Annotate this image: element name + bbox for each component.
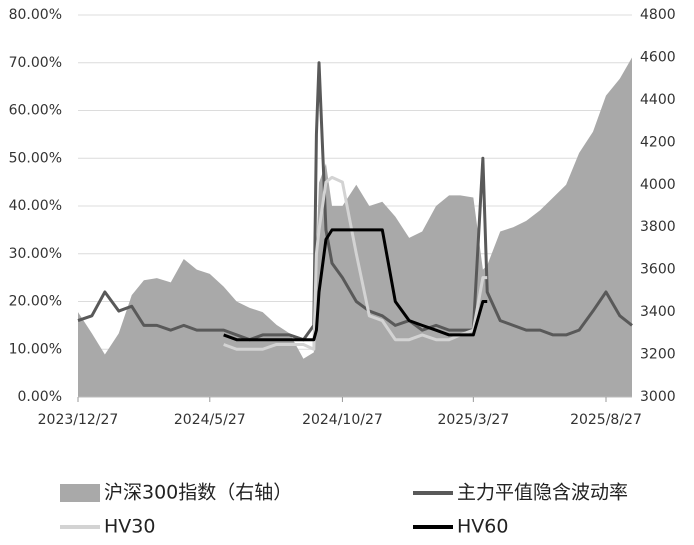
y2-tick-label: 3000 [640,389,676,405]
legend-label: HV60 [457,516,508,538]
y2-tick-label: 3200 [640,347,676,363]
line [77,61,633,342]
y-tick-label: 20.00% [9,294,62,310]
y2-tick-label: 3600 [640,262,676,278]
y-tick-label: 60.00% [9,103,62,119]
y2-tick-label: 3400 [640,304,676,320]
y2-tick-label: 4600 [640,49,676,65]
x-tick-label: 2025/3/27 [437,412,509,428]
y-tick-label: 10.00% [9,341,62,357]
y2-tick-label: 4400 [640,92,676,108]
y-tick-label: 30.00% [9,246,62,262]
x-tick-label: 2024/5/27 [174,412,246,428]
y2-tick-label: 4800 [640,7,676,23]
area [78,57,632,397]
legend-label: 沪深300指数（右轴） [104,482,292,504]
legend-swatch [60,484,100,502]
x-tick-label: 2024/10/27 [302,412,383,428]
y-tick-label: 0.00% [18,389,62,405]
y-tick-label: 50.00% [9,150,62,166]
y2-tick-label: 3800 [640,219,676,235]
line [223,228,488,342]
x-tick-label: 2025/8/27 [570,412,642,428]
y2-tick-label: 4200 [640,134,676,150]
y-tick-label: 80.00% [9,7,62,23]
y-tick-label: 40.00% [9,198,62,214]
line [223,175,488,351]
y-tick-label: 70.00% [9,55,62,71]
x-tick-label: 2023/12/27 [38,412,119,428]
legend-label: HV30 [104,516,155,538]
y2-tick-label: 4000 [640,177,676,193]
legend-label: 主力平值隐含波动率 [457,482,628,504]
